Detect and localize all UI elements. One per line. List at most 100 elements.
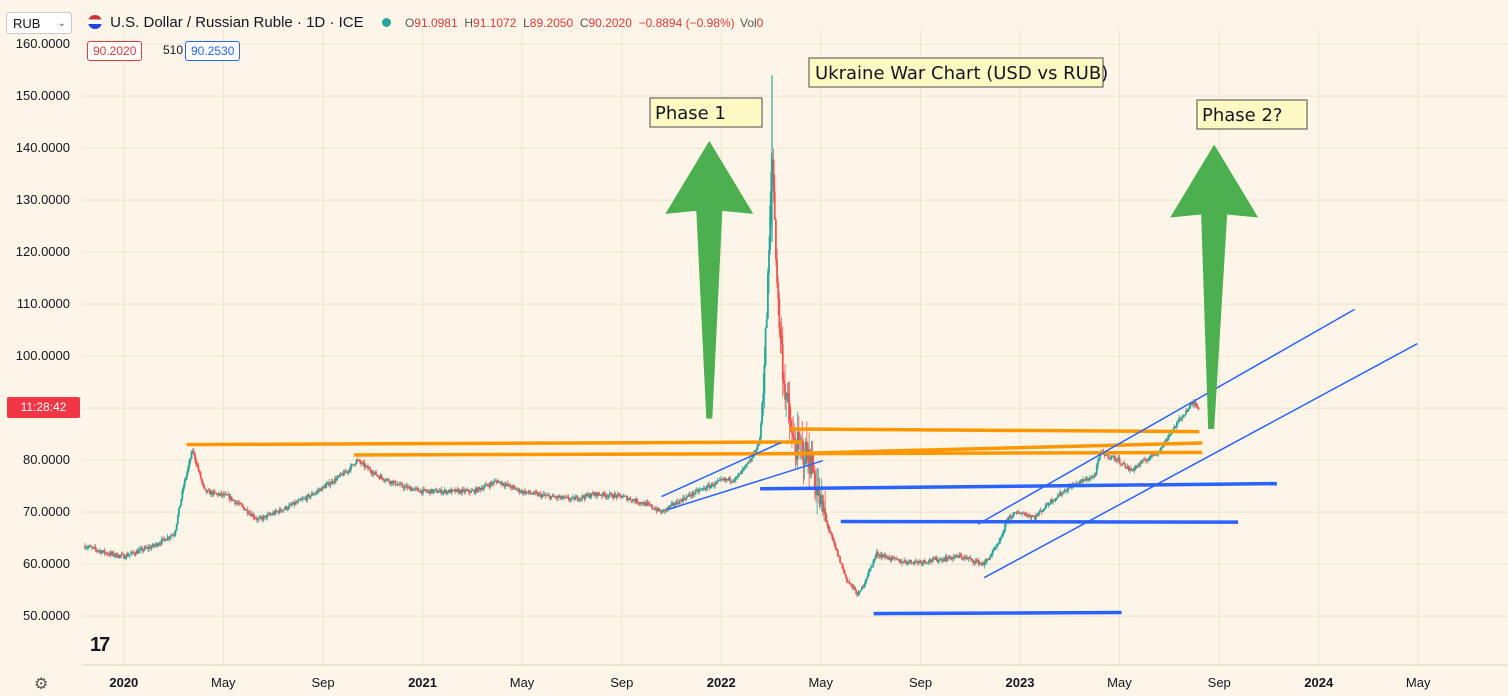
candle-body	[228, 494, 231, 500]
candle-body	[706, 485, 709, 490]
candle-body	[973, 562, 976, 564]
legend-row[interactable]: U.S. Dollar / Russian Ruble · 1D · ICE O…	[88, 14, 763, 31]
candle-body	[1125, 467, 1128, 469]
candle-body	[1114, 456, 1116, 461]
candle-body	[708, 485, 711, 488]
candle-body	[607, 495, 610, 497]
candle-body	[882, 555, 885, 558]
candle-body	[1103, 454, 1106, 457]
candle-body	[697, 489, 699, 492]
candle-body	[87, 546, 90, 548]
annotation-box-phase1[interactable]	[649, 97, 763, 128]
candle-body	[489, 482, 492, 487]
candle-body	[391, 480, 393, 484]
candle-body	[975, 560, 978, 562]
candle-body	[997, 543, 1000, 546]
candle-body	[600, 495, 603, 496]
candle-body	[880, 554, 883, 558]
time-axis[interactable]: 2020 May Sep 2021 May Sep 2022 May Sep 2023 May Sep…	[109, 675, 1431, 690]
candle-body	[984, 561, 987, 563]
orange-level-line[interactable]	[353, 450, 1203, 457]
blue-trend-line[interactable]	[873, 610, 1122, 616]
candle-body	[436, 492, 439, 494]
blue-trend-line[interactable]	[983, 343, 1418, 579]
candle-body	[288, 505, 290, 509]
candle-body	[710, 483, 713, 486]
candle-body	[347, 470, 350, 473]
candle-body	[778, 298, 781, 329]
candle-body	[396, 484, 399, 486]
candle-body	[1004, 523, 1006, 532]
candle-body	[399, 483, 401, 485]
candle-body	[969, 558, 972, 559]
blue-trend-line[interactable]	[840, 519, 1239, 524]
candle-body	[458, 490, 461, 494]
blue-trend-line[interactable]	[760, 481, 1277, 491]
candle-body	[430, 489, 432, 494]
annotation-box-phase2[interactable]	[1196, 99, 1308, 130]
candle-body	[325, 483, 328, 486]
blue-trend-line[interactable]	[667, 460, 824, 511]
green-up-arrow[interactable]	[1170, 144, 1259, 429]
candle-body	[1025, 515, 1028, 517]
candle-body	[289, 504, 291, 506]
candle-body	[770, 171, 773, 206]
candle-body	[981, 562, 984, 565]
candle-body	[1055, 497, 1058, 499]
annotations: Phase 1 Phase 2? Ukraine War Chart (USD vs…	[649, 57, 1308, 130]
candle-body	[890, 556, 893, 560]
candle-body	[1049, 499, 1052, 504]
buy-price-button[interactable]: 90.2530	[185, 41, 241, 61]
market-status-icon[interactable]	[381, 18, 391, 28]
tradingview-logo[interactable]: 17	[90, 634, 110, 656]
candle-body	[871, 566, 874, 567]
candle-body	[478, 487, 481, 489]
candle-body	[615, 495, 618, 498]
candle-body	[776, 259, 778, 283]
candle-body	[857, 592, 860, 596]
candle-body	[1000, 536, 1003, 538]
candle-body	[585, 493, 588, 496]
candle-body	[960, 555, 963, 559]
sell-price-button[interactable]: 90.2020	[87, 41, 143, 61]
candle-body	[202, 481, 204, 485]
candle-body	[1143, 459, 1146, 461]
candle-body	[180, 498, 183, 506]
candle-body	[263, 515, 266, 517]
candle-body	[451, 489, 454, 491]
candle-body	[736, 476, 738, 478]
annotation-box-title[interactable]	[808, 57, 1104, 88]
candle-body	[143, 547, 146, 551]
blue-trend-line[interactable]	[977, 308, 1355, 525]
candle-body	[552, 495, 555, 497]
green-up-arrow[interactable]	[665, 140, 754, 419]
candle-body	[793, 437, 796, 443]
symbol-selector[interactable]: RUB ⌄	[6, 12, 72, 34]
candle-body	[221, 493, 224, 496]
blue-trend-line[interactable]	[661, 441, 782, 498]
candle-body	[636, 498, 639, 503]
chart-header: RUB ⌄ U.S. Dollar / Russian Ruble · 1D ·…	[0, 0, 1508, 61]
orange-level-line[interactable]	[186, 440, 802, 447]
candle-body	[270, 514, 273, 516]
candle-body	[323, 486, 326, 489]
candle-body	[363, 462, 366, 468]
candle-body	[902, 562, 904, 564]
candle-body	[188, 461, 191, 467]
orange-level-line[interactable]	[789, 427, 1200, 434]
candle-body	[1164, 440, 1167, 442]
candle-body	[695, 489, 698, 491]
candle-body	[112, 552, 115, 556]
candle-body	[434, 489, 437, 491]
candle-body	[958, 554, 961, 558]
candle-body	[1083, 479, 1086, 481]
gear-icon[interactable]: ⚙	[34, 676, 49, 693]
candle-body	[1139, 462, 1142, 466]
candle-body	[422, 489, 424, 494]
orange-level-line[interactable]	[795, 441, 1203, 456]
candle-body	[120, 554, 123, 556]
candle-body	[486, 484, 489, 486]
x-tick-label: May	[510, 675, 535, 690]
candle-body	[1056, 495, 1059, 498]
